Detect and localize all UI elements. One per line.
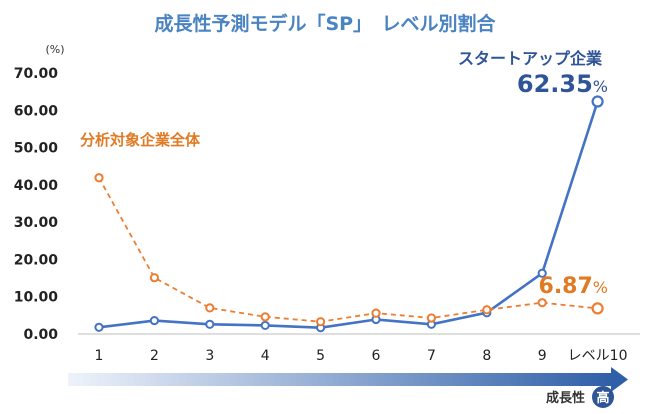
- data-point: [591, 302, 604, 315]
- data-point: [205, 319, 215, 329]
- growth-arrow: [68, 367, 628, 392]
- y-tick-label: 70.00: [14, 66, 59, 82]
- y-axis: 0.00 10.00 20.00 30.00 40.00 50.00 60.00 70.00: [14, 66, 59, 343]
- data-point: [260, 312, 270, 322]
- end-value-blue: 62.35: [517, 70, 593, 98]
- data-point: [205, 303, 215, 313]
- x-tick-label: 9: [538, 348, 547, 364]
- y-tick-label: 10.00: [14, 290, 59, 306]
- y-tick-label: 60.00: [14, 103, 59, 119]
- y-axis-unit: (%): [45, 43, 64, 56]
- end-label-blue: 62.35%: [517, 70, 608, 98]
- data-point: [149, 273, 159, 283]
- growth-arrow-bar: [68, 373, 613, 386]
- end-label-orange: 6.87%: [539, 274, 608, 299]
- data-point: [482, 305, 492, 315]
- data-point: [537, 298, 547, 308]
- growth-label: 成長性: [546, 390, 585, 406]
- legend-overall-label: 分析対象企業全体: [80, 131, 201, 149]
- x-tick-label: 1: [95, 348, 104, 364]
- data-point: [316, 317, 326, 327]
- y-tick-label: 50.00: [14, 141, 59, 157]
- data-point: [260, 320, 270, 331]
- data-point: [537, 268, 547, 278]
- data-point: [94, 322, 104, 332]
- data-point: [426, 313, 436, 323]
- x-tick-label: 6: [372, 348, 381, 364]
- y-tick-label: 30.00: [14, 215, 59, 231]
- series-line-0: [98, 101, 599, 330]
- data-point: [94, 173, 104, 183]
- data-point: [591, 95, 604, 108]
- data-point: [371, 308, 381, 318]
- growth-badge-text: 高: [596, 390, 609, 406]
- y-tick-label: 40.00: [14, 178, 59, 194]
- end-value-orange: 6.87: [539, 274, 593, 299]
- y-tick-label: 20.00: [14, 252, 59, 268]
- x-tick-label: 2: [150, 348, 159, 364]
- series-line-1: [98, 177, 598, 323]
- end-percent-blue: %: [593, 77, 608, 96]
- y-tick-label: 0.00: [23, 327, 58, 343]
- plot-area: [94, 95, 604, 333]
- legend-startup-label: スタートアップ企業: [458, 49, 603, 68]
- end-percent-orange: %: [593, 278, 608, 297]
- x-tick-label: レベル10: [568, 348, 628, 364]
- x-tick-label: 3: [205, 348, 214, 364]
- data-point: [149, 315, 159, 326]
- x-axis: 1 2 3 4 5 6 7 8 9 レベル10: [95, 348, 628, 364]
- growth-badge: [592, 386, 614, 408]
- chart-title: 成長性予測モデル「SP」 レベル別割合: [154, 12, 496, 35]
- x-tick-label: 4: [261, 348, 270, 364]
- x-tick-label: 7: [427, 348, 436, 364]
- x-tick-label: 8: [482, 348, 491, 364]
- growth-arrow-head: [611, 367, 628, 392]
- x-tick-label: 5: [316, 348, 325, 364]
